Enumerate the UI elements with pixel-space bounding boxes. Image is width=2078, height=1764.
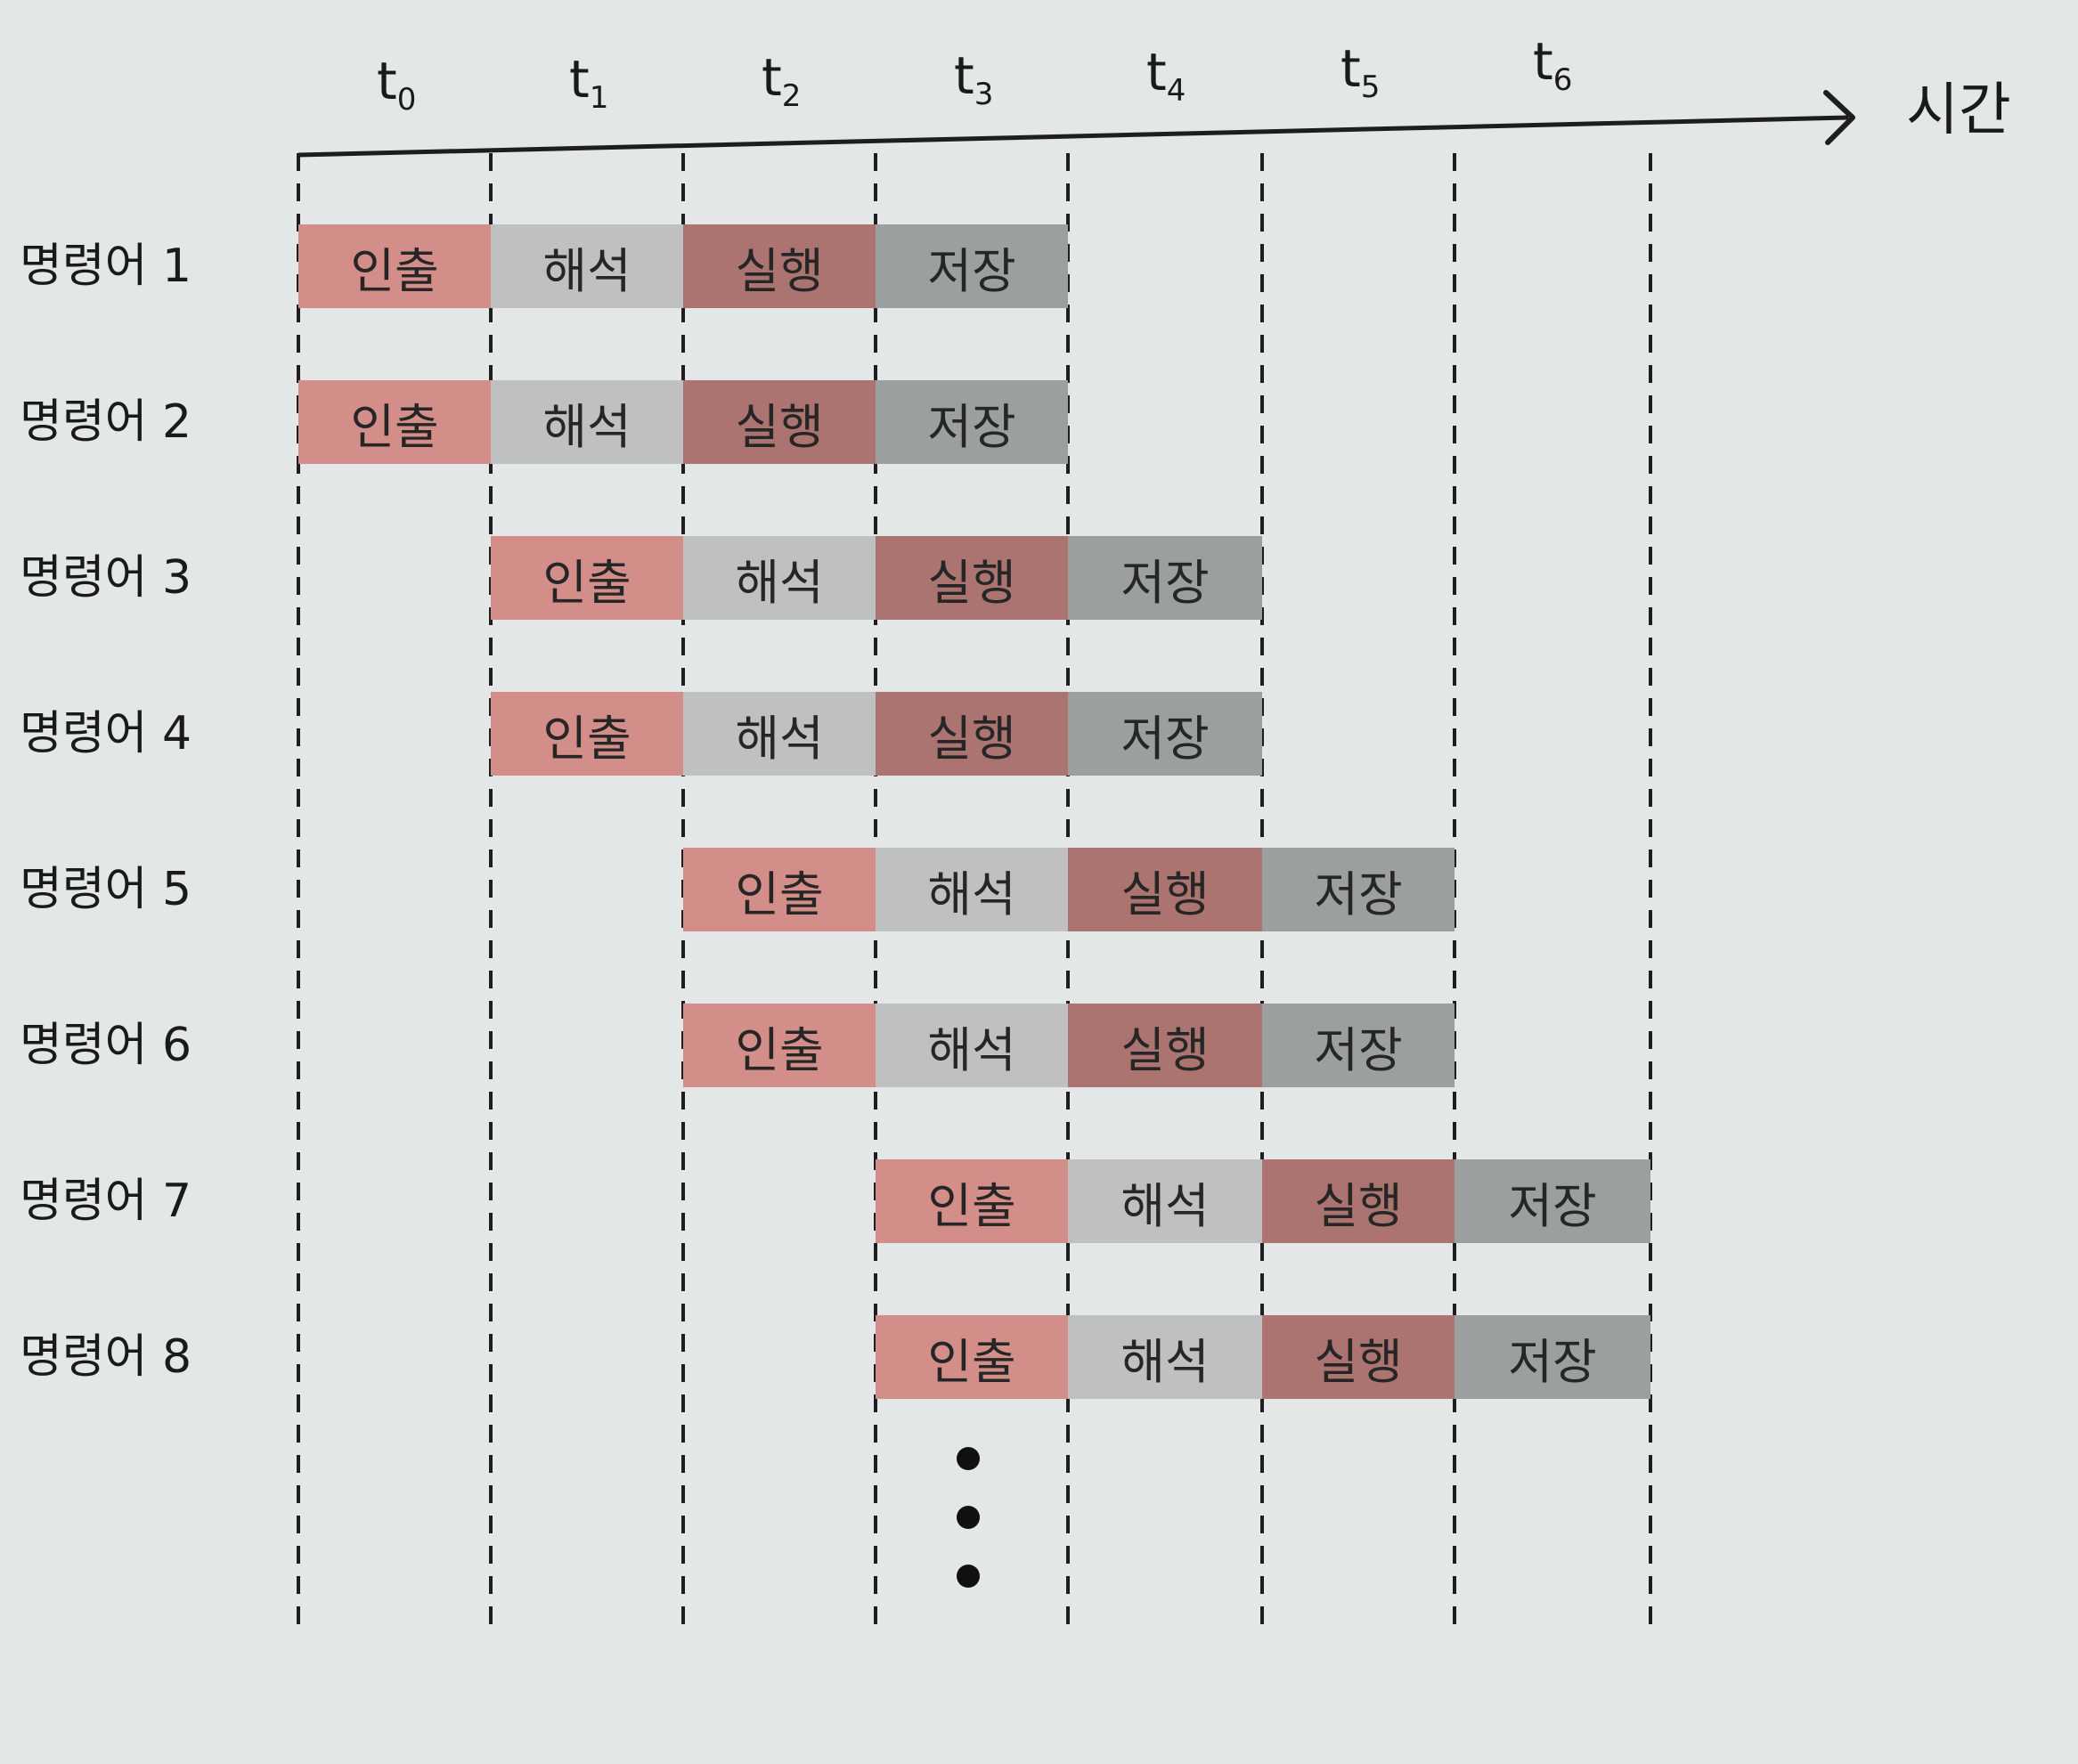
stage-decode-box: 해석: [491, 224, 683, 308]
stage-decode-box: 해석: [1068, 1315, 1262, 1399]
stage-decode-box: 해석: [876, 1004, 1068, 1087]
time-tick-label: t5: [1341, 38, 1381, 105]
stage-store-box: 저장: [1068, 536, 1262, 620]
time-axis-label: 시간: [1906, 77, 2011, 143]
stage-fetch-box: 인출: [491, 536, 683, 620]
time-tick-label: t3: [954, 45, 994, 112]
stage-store-box: 저장: [1262, 1004, 1455, 1087]
stage-execute-box: 실행: [1262, 1159, 1455, 1243]
time-tick-label: t0: [377, 51, 417, 118]
stage-store-box: 저장: [1262, 848, 1455, 931]
stage-fetch-box: 인출: [298, 380, 491, 464]
stage-store-box: 저장: [876, 224, 1068, 308]
instruction-label: 명령어 5: [20, 863, 192, 916]
stage-fetch-box: 인출: [683, 1004, 876, 1087]
stage-store-box: 저장: [876, 380, 1068, 464]
stage-decode-box: 해석: [1068, 1159, 1262, 1243]
stage-execute-box: 실행: [876, 536, 1068, 620]
instruction-label: 명령어 1: [20, 240, 192, 293]
stage-store-box: 저장: [1068, 692, 1262, 776]
stage-decode-box: 해석: [683, 536, 876, 620]
stage-fetch-box: 인출: [491, 692, 683, 776]
stage-fetch-box: 인출: [876, 1159, 1068, 1243]
stage-execute-box: 실행: [683, 224, 876, 308]
time-axis-arrowhead: [1823, 90, 1855, 145]
stage-fetch-box: 인출: [683, 848, 876, 931]
time-tick-label: t6: [1533, 31, 1573, 98]
stage-execute-box: 실행: [876, 692, 1068, 776]
continuation-dot: [957, 1447, 980, 1470]
time-axis-line: [297, 115, 1849, 158]
time-tick-label: t4: [1146, 42, 1186, 109]
stage-execute-box: 실행: [1262, 1315, 1455, 1399]
stage-fetch-box: 인출: [876, 1315, 1068, 1399]
instruction-label: 명령어 3: [20, 551, 192, 605]
stage-execute-box: 실행: [1068, 848, 1262, 931]
time-tick-label: t2: [762, 47, 802, 114]
stage-decode-box: 해석: [876, 848, 1068, 931]
stage-execute-box: 실행: [683, 380, 876, 464]
stage-decode-box: 해석: [491, 380, 683, 464]
instruction-label: 명령어 6: [20, 1019, 192, 1072]
continuation-dot: [957, 1565, 980, 1588]
instruction-label: 명령어 4: [20, 707, 192, 760]
instruction-label: 명령어 2: [20, 395, 192, 449]
instruction-label: 명령어 8: [20, 1330, 192, 1384]
time-tick-label: t1: [569, 49, 609, 116]
continuation-dot: [957, 1506, 980, 1529]
stage-fetch-box: 인출: [298, 224, 491, 308]
stage-execute-box: 실행: [1068, 1004, 1262, 1087]
stage-decode-box: 해석: [683, 692, 876, 776]
stage-store-box: 저장: [1455, 1315, 1650, 1399]
instruction-label: 명령어 7: [20, 1175, 192, 1228]
stage-store-box: 저장: [1455, 1159, 1650, 1243]
